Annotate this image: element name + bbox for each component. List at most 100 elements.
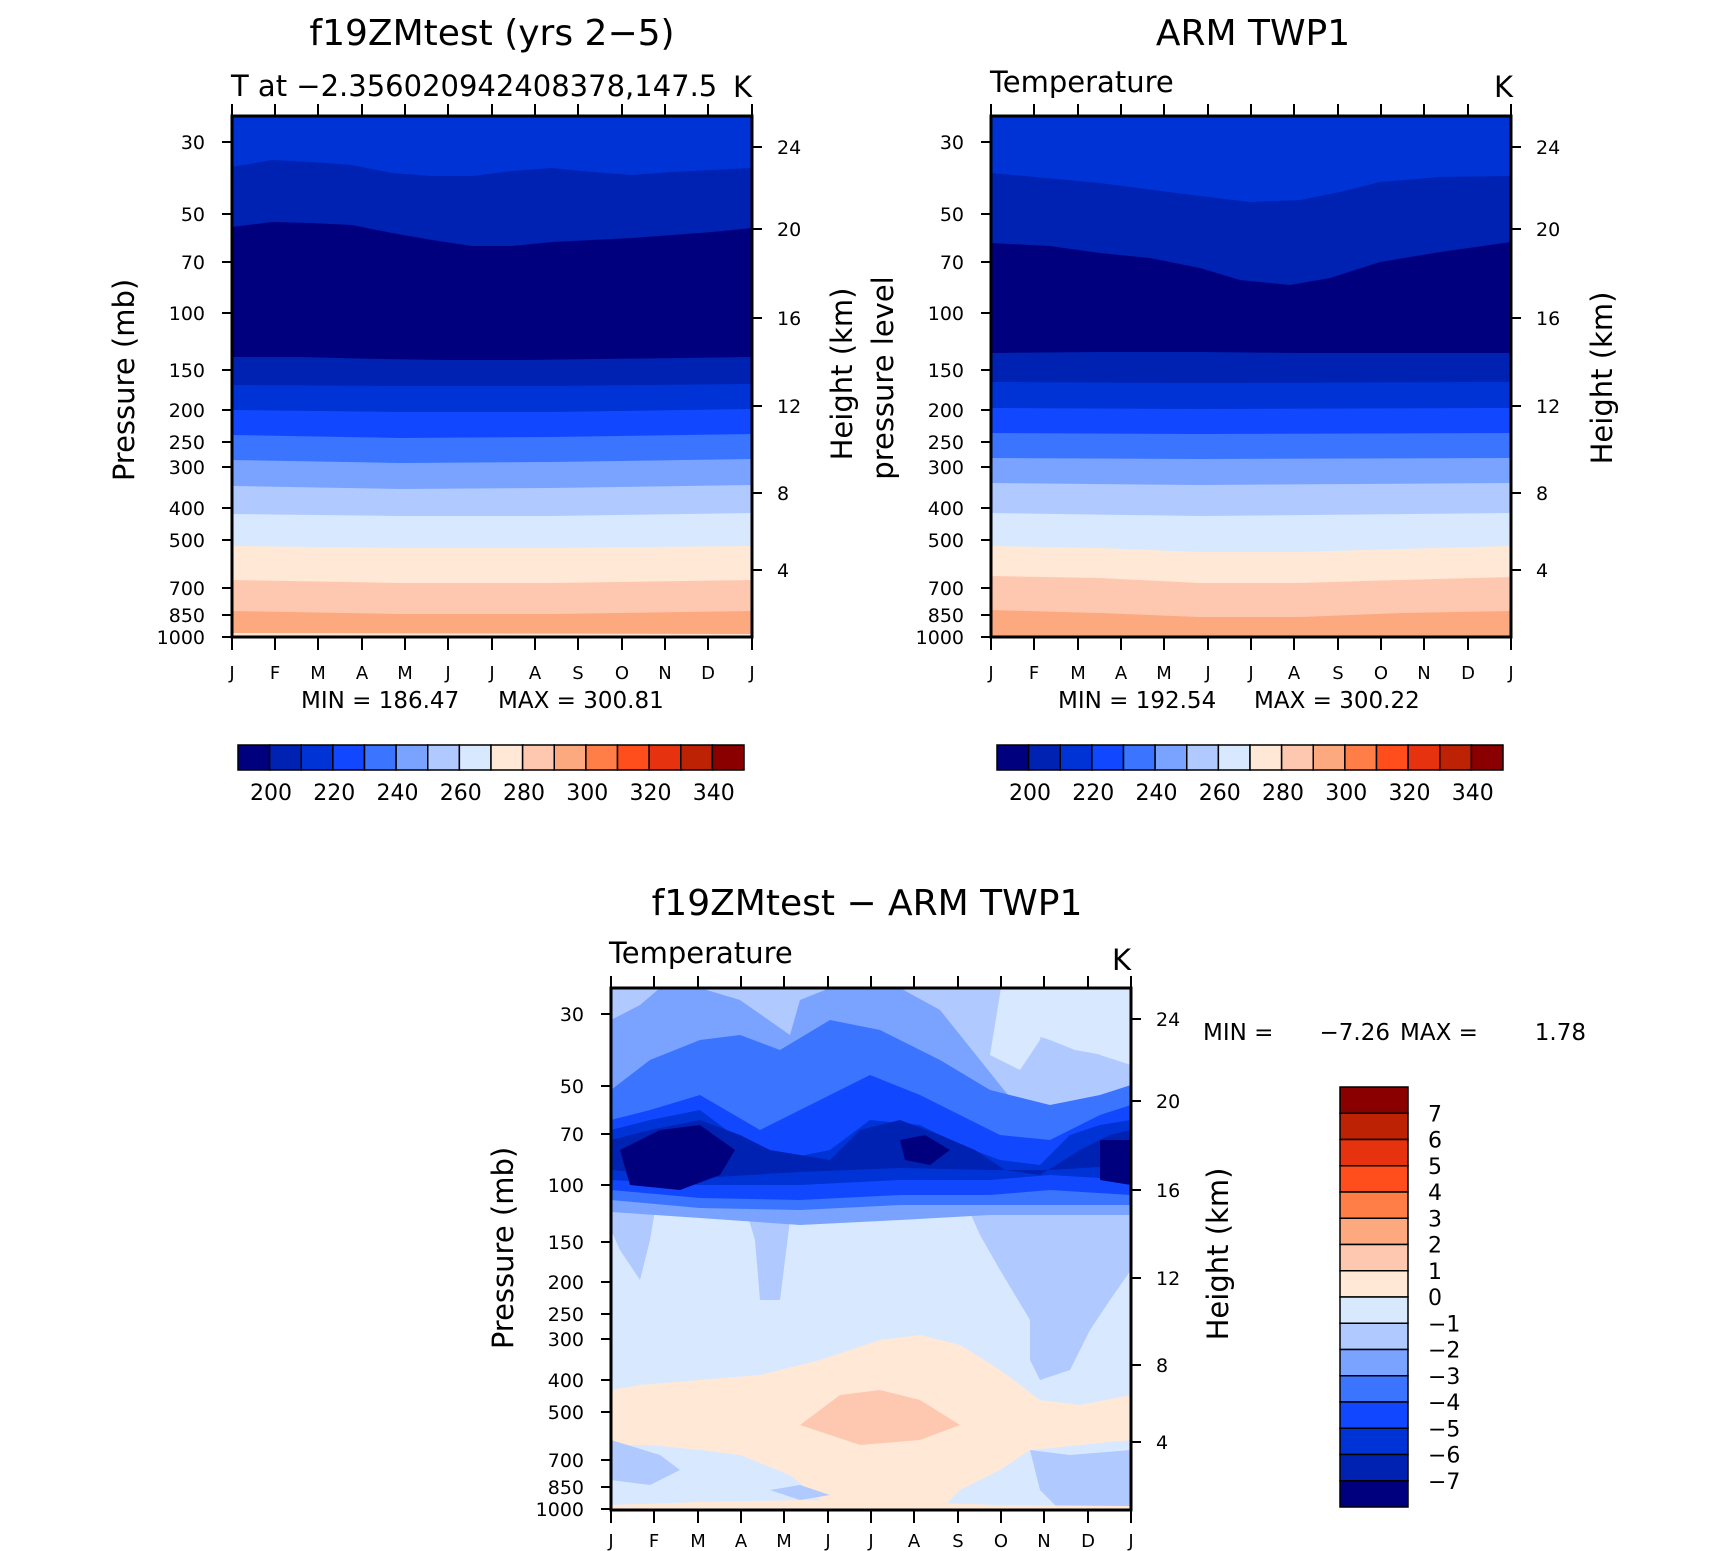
pressure-ticks: 30 50 70 100 150 200 250 300 400 500 700… <box>157 132 232 649</box>
month-label: F <box>1029 663 1039 684</box>
colorbar-label: 280 <box>503 781 545 806</box>
month-label: J <box>488 663 494 684</box>
colorbar-swatch <box>300 744 334 771</box>
month-label: M <box>310 663 326 684</box>
height-ticks: 24 20 16 12 8 4 <box>752 137 801 582</box>
pressure-tick-label: 300 <box>548 1329 584 1351</box>
height-ticks: 24 20 16 12 8 4 <box>1511 137 1560 582</box>
colorbar-label: 300 <box>566 781 608 806</box>
month-label: N <box>658 663 671 684</box>
month-ticks: J F M A M J J A S O N D J <box>607 976 1134 1551</box>
panel-units: K <box>1112 943 1132 977</box>
panel-subtitle: Temperature <box>989 65 1174 99</box>
height-tick-label: 8 <box>777 483 789 505</box>
colorbar-swatch <box>1339 1217 1409 1246</box>
max-label: MAX = <box>1400 1020 1478 1046</box>
height-tick-label: 20 <box>777 219 801 241</box>
colorbar-label: −1 <box>1428 1312 1460 1337</box>
height-tick-4: 4 <box>752 560 789 582</box>
colorbar-label: −7 <box>1428 1470 1460 1495</box>
colorbar-label: 1 <box>1428 1260 1442 1285</box>
colorbar-label: 5 <box>1428 1155 1442 1180</box>
pressure-tick-label: 300 <box>169 457 205 479</box>
height-tick-label: 24 <box>1536 137 1560 159</box>
max-label: MAX = 300.81 <box>498 688 664 714</box>
height-tick-4: 4 <box>1131 1432 1168 1454</box>
pressure-tick-700: 700 <box>169 578 232 600</box>
month-tick: O <box>615 104 629 684</box>
colorbar-label: −6 <box>1428 1444 1460 1469</box>
colorbar-swatch <box>1339 1191 1409 1219</box>
colorbar-label: 220 <box>1072 781 1114 806</box>
pressure-tick-30: 30 <box>181 132 232 154</box>
pressure-ticks: 30 50 70 100 150 200 250 300 400 500 700… <box>916 132 991 649</box>
height-tick-16: 16 <box>752 308 801 330</box>
height-tick-label: 20 <box>1156 1091 1180 1113</box>
colorbar-label: 260 <box>440 781 482 806</box>
pressure-tick-label: 1000 <box>536 1499 584 1521</box>
colorbar-label: 0 <box>1428 1286 1442 1311</box>
month-tick: J <box>488 104 495 684</box>
pressure-tick-150: 150 <box>548 1232 611 1254</box>
colorbar-swatch <box>1312 744 1346 771</box>
height-tick-16: 16 <box>1131 1180 1180 1202</box>
colorbar-label: 340 <box>1452 781 1494 806</box>
colorbar-swatch <box>1091 744 1125 771</box>
pressure-tick-label: 100 <box>548 1175 584 1197</box>
pressure-tick-label: 300 <box>928 457 964 479</box>
colorbar-swatch <box>363 744 397 771</box>
month-ticks: J F M A M J J A S O N D J <box>228 104 755 684</box>
colorbar-label: −4 <box>1428 1391 1460 1416</box>
height-tick-8: 8 <box>1511 483 1548 505</box>
plot-fill <box>611 988 1131 1510</box>
colorbar-swatch <box>1249 744 1283 771</box>
min-label: MIN = 192.54 <box>1058 688 1216 714</box>
month-tick: A <box>1288 104 1301 684</box>
height-tick-label: 16 <box>777 308 801 330</box>
pressure-tick-70: 70 <box>181 252 232 274</box>
pressure-tick-50: 50 <box>560 1076 611 1098</box>
colorbar-label: 280 <box>1262 781 1304 806</box>
colorbar-label: 260 <box>1199 781 1241 806</box>
pressure-tick-30: 30 <box>940 132 991 154</box>
height-tick-24: 24 <box>1511 137 1560 159</box>
colorbar-swatch <box>1339 1086 1409 1114</box>
month-tick: S <box>952 976 964 1551</box>
plot-fill <box>991 116 1511 637</box>
month-label: O <box>1374 663 1388 684</box>
month-tick: S <box>1332 104 1344 684</box>
month-tick: F <box>270 104 280 684</box>
pressure-tick-label: 700 <box>169 578 205 600</box>
colorbar-swatch <box>553 744 587 771</box>
pressure-tick-1000: 1000 <box>157 627 232 649</box>
pressure-tick-250: 250 <box>169 432 232 454</box>
pressure-tick-label: 1000 <box>157 627 205 649</box>
pressure-tick-1000: 1000 <box>916 627 991 649</box>
pressure-tick-250: 250 <box>928 432 991 454</box>
month-tick: N <box>1417 104 1431 684</box>
month-tick: A <box>908 976 921 1551</box>
panel-title: f19ZMtest − ARM TWP1 <box>652 883 1083 924</box>
month-label: A <box>908 1531 921 1551</box>
panel-difference: f19ZMtest − ARM TWP1 Temperature K Press… <box>486 883 1586 1551</box>
month-tick: N <box>658 104 672 684</box>
pressure-tick-label: 50 <box>560 1076 584 1098</box>
month-label: M <box>1156 663 1172 684</box>
month-label: A <box>529 663 542 684</box>
panel-observation: ARM TWP1 Temperature K pressure level He… <box>866 13 1619 806</box>
pressure-tick-label: 150 <box>548 1232 584 1254</box>
month-label: S <box>572 663 583 684</box>
month-label: J <box>987 663 993 684</box>
pressure-tick-label: 150 <box>169 360 205 382</box>
height-tick-20: 20 <box>752 219 801 241</box>
colorbar-label: 4 <box>1428 1181 1442 1206</box>
month-tick: A <box>356 104 369 684</box>
colorbar-swatch <box>648 744 682 771</box>
pressure-tick-100: 100 <box>169 303 232 325</box>
colorbar-swatch <box>1339 1296 1409 1324</box>
month-label: M <box>690 1531 706 1551</box>
colorbar-label: −2 <box>1428 1339 1460 1364</box>
pressure-tick-label: 70 <box>181 252 205 274</box>
pressure-tick-250: 250 <box>548 1304 611 1326</box>
pressure-tick-label: 30 <box>940 132 964 154</box>
